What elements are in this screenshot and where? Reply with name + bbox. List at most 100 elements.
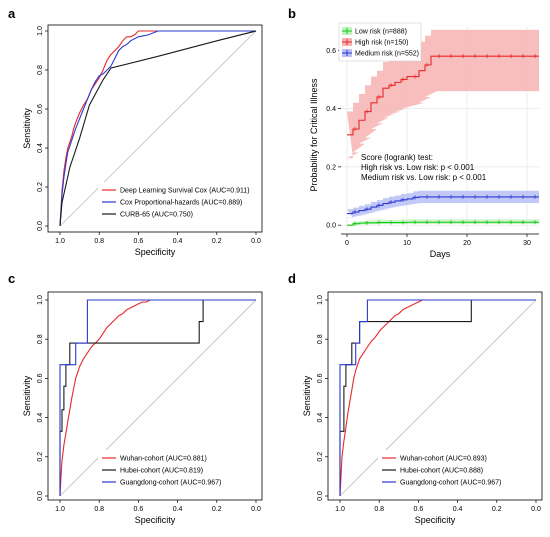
- censor-mark-2: [521, 54, 525, 59]
- y-tick-label: 0.2: [37, 452, 44, 462]
- x-tick-label: 1.0: [335, 506, 345, 513]
- censor-mark-2: [485, 54, 489, 59]
- x-tick-label: 0.2: [212, 238, 222, 245]
- x-tick-label: 0.2: [492, 506, 502, 513]
- censor-mark-3: [473, 194, 477, 199]
- censor-mark-2: [401, 77, 405, 82]
- y-tick-label: 0.6: [326, 48, 336, 55]
- panel-letter-c: c: [8, 271, 16, 286]
- chance-diagonal: [59, 30, 257, 227]
- roc-curve-2: [59, 30, 256, 227]
- censor-mark-1: [509, 220, 513, 225]
- censor-mark-1: [401, 220, 405, 225]
- censor-mark-1: [389, 220, 393, 225]
- plot-frame: [47, 291, 263, 501]
- y-tick-label: 1.0: [37, 295, 44, 305]
- x-tick-label: 1.0: [55, 238, 65, 245]
- x-tick-label: 0.4: [173, 238, 183, 245]
- censor-mark-3: [521, 194, 525, 199]
- censor-mark-2: [377, 94, 381, 99]
- chance-diagonal: [339, 299, 537, 497]
- plot-frame: [327, 291, 543, 501]
- censor-mark-3: [509, 194, 513, 199]
- censor-mark-2: [533, 54, 537, 59]
- censor-mark-1: [473, 220, 477, 225]
- legend-label-3: Guangdong-cohort (AUC=0.967): [400, 480, 501, 487]
- legend-box: [338, 22, 422, 62]
- censor-mark-2: [437, 54, 441, 59]
- censor-mark-3: [437, 194, 441, 199]
- censor-mark-3: [425, 194, 429, 199]
- censor-mark-2: [449, 54, 453, 59]
- legend-label-2: Cox Proportional-hazards (AUC=0.889): [120, 200, 242, 207]
- legend-swatch-2: [342, 39, 352, 45]
- legend-label-3: CURB-65 (AUC=0.750): [120, 212, 193, 219]
- roc-curve-3: [59, 30, 257, 227]
- censor-mark-3: [365, 207, 369, 212]
- censor-mark-3: [533, 194, 537, 199]
- censor-mark-3: [389, 200, 393, 205]
- legend-label-2: Hubei-cohort (AUC=0.888): [400, 468, 483, 475]
- y-tick-label: 0.0: [37, 491, 44, 501]
- logrank-annotation-3: Medium risk vs. Low risk: p < 0.001: [361, 173, 487, 182]
- censor-mark-2: [473, 54, 477, 59]
- censor-mark-2: [497, 54, 501, 59]
- y-tick-label: 0.2: [326, 164, 336, 171]
- confidence-band-2: [347, 29, 539, 159]
- logrank-annotation-2: High risk vs. Low risk: p < 0.001: [361, 163, 475, 172]
- roc-curve-3: [59, 299, 256, 496]
- censor-mark-1: [425, 220, 429, 225]
- censor-mark-3: [413, 195, 417, 200]
- censor-mark-3: [449, 194, 453, 199]
- censor-mark-2: [413, 74, 417, 79]
- logrank-annotation-1: Score (logrank) test:: [361, 153, 433, 162]
- censor-mark-1: [485, 220, 489, 225]
- confidence-band-3: [347, 190, 539, 218]
- censor-mark-2: [425, 62, 429, 67]
- x-tick-label: 0.0: [531, 506, 541, 513]
- y-tick-label: 0.4: [37, 413, 44, 423]
- legend-label-1: Deep Learning Survival Cox (AUC=0.911): [120, 188, 250, 195]
- y-tick-label: 0.8: [37, 65, 44, 75]
- x-tick-label: 10: [403, 240, 411, 247]
- legend-box: [378, 450, 538, 494]
- x-tick-label: 0.4: [173, 506, 183, 513]
- y-tick-label: 0.0: [326, 223, 336, 230]
- x-axis-title: Specificity: [415, 515, 456, 525]
- censor-mark-3: [401, 197, 405, 202]
- legend-box: [98, 450, 258, 494]
- y-tick-label: 0.0: [317, 491, 324, 501]
- y-tick-label: 0.6: [317, 373, 324, 383]
- x-tick-label: 0.8: [94, 506, 104, 513]
- panel-letter-b: b: [288, 6, 296, 21]
- legend-label-1: Wuhan-cohort (AUC=0.893): [400, 456, 487, 463]
- y-tick-label: 0.6: [37, 373, 44, 383]
- x-tick-label: 0.6: [134, 238, 144, 245]
- legend-label-1: Wuhan-cohort (AUC=0.881): [120, 456, 207, 463]
- y-tick-label: 0.4: [317, 413, 324, 423]
- censor-mark-1: [437, 220, 441, 225]
- y-axis-title: Probability for Critical Illness: [309, 78, 319, 192]
- legend-label-3: Guangdong-cohort (AUC=0.967): [120, 480, 221, 487]
- x-tick-label: 0: [345, 240, 349, 247]
- x-tick-label: 0.2: [212, 506, 222, 513]
- legend-label-3: Medium risk (n=552): [355, 51, 419, 58]
- censor-mark-1: [353, 221, 357, 226]
- y-tick-label: 0.6: [37, 104, 44, 114]
- x-tick-label: 0.8: [374, 506, 384, 513]
- x-tick-label: 0.0: [251, 238, 261, 245]
- censor-mark-1: [449, 220, 453, 225]
- censor-mark-2: [389, 83, 393, 88]
- censor-mark-3: [461, 194, 465, 199]
- y-tick-label: 1.0: [317, 295, 324, 305]
- censor-mark-3: [377, 203, 381, 208]
- y-tick-label: 0.2: [37, 182, 44, 192]
- x-tick-label: 0.8: [94, 238, 104, 245]
- km-curve-2: [347, 55, 539, 136]
- legend-swatch-3: [342, 50, 352, 56]
